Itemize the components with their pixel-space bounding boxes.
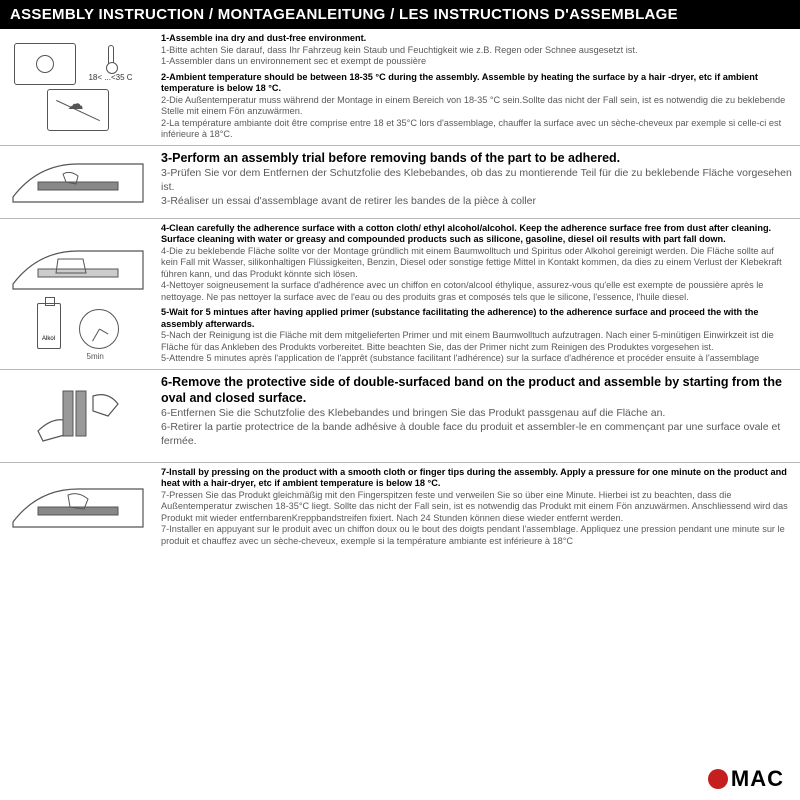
- step-text-fr: 2-La température ambiante doit être comp…: [161, 118, 781, 140]
- step-text-de: 1-Bitte achten Sie darauf, dass Ihr Fahr…: [161, 45, 638, 55]
- sill-trial-icon: [8, 152, 148, 212]
- bottle-icon: Alkol: [37, 303, 61, 349]
- text-cell: 4-Clean carefully the adherence surface …: [155, 219, 800, 369]
- sill-clean-icon: [8, 239, 148, 299]
- step-text-de: 5-Nach der Reinigung ist die Fläche mit …: [161, 330, 774, 352]
- step-text-en: 2-Ambient temperature should be between …: [161, 72, 758, 94]
- illustration-cell: [0, 146, 155, 218]
- clock-label: 5min: [87, 352, 104, 361]
- step-text-de: 4-Die zu beklebende Fläche sollte vor de…: [161, 246, 782, 279]
- temp-range-label: 18< ...<35 C: [88, 73, 132, 82]
- sun-icon: [14, 43, 76, 85]
- brand-logo: MAC: [708, 766, 784, 792]
- instruction-row: Alkol 5min 4-Clean carefully the adheren…: [0, 219, 800, 370]
- logo-circle-icon: [708, 769, 728, 789]
- step-text-fr: 4-Nettoyer soigneusement la surface d'ad…: [161, 280, 763, 302]
- sill-press-icon: [8, 477, 148, 537]
- step-text-en: 6-Remove the protective side of double-s…: [161, 375, 782, 405]
- step-text-en: 3-Perform an assembly trial before remov…: [161, 151, 620, 165]
- logo-text: MAC: [731, 766, 784, 792]
- step-text-fr: 5-Attendre 5 minutes après l'application…: [161, 353, 759, 363]
- step-text-fr: 6-Retirer la partie protectrice de la ba…: [161, 421, 780, 447]
- step-text-de: 3-Prüfen Sie vor dem Entfernen der Schut…: [161, 167, 792, 193]
- footer: MAC: [0, 760, 800, 800]
- step-text-fr: 7-Installer en appuyant sur le produit a…: [161, 524, 785, 546]
- step-text-fr: 3-Réaliser un essai d'assemblage avant d…: [161, 195, 536, 207]
- instruction-row: 7-Install by pressing on the product wit…: [0, 463, 800, 552]
- step-text-en: 5-Wait for 5 mintues after having applie…: [161, 307, 758, 329]
- header-title: ASSEMBLY INSTRUCTION / MONTAGEANLEITUNG …: [10, 6, 678, 23]
- step-text-en: 4-Clean carefully the adherence surface …: [161, 223, 771, 245]
- instruction-row: 18< ...<35 C 1-Assemble ina dry and dust…: [0, 29, 800, 146]
- text-cell: 3-Perform an assembly trial before remov…: [155, 146, 800, 218]
- step-text-en: 1-Assemble ina dry and dust-free environ…: [161, 33, 366, 43]
- instruction-rows: 18< ...<35 C 1-Assemble ina dry and dust…: [0, 29, 800, 760]
- bottle-label: Alkol: [42, 336, 55, 342]
- step-text-de: 7-Pressen Sie das Produkt gleichmäßig mi…: [161, 490, 788, 523]
- text-cell: 1-Assemble ina dry and dust-free environ…: [155, 29, 800, 145]
- step-text-de: 6-Entfernen Sie die Schutzfolie des Kleb…: [161, 407, 665, 419]
- illustration-cell: Alkol 5min: [0, 219, 155, 369]
- text-cell: 7-Install by pressing on the product wit…: [155, 463, 800, 552]
- step-text-fr: 1-Assembler dans un environnement sec et…: [161, 56, 426, 66]
- header-bar: ASSEMBLY INSTRUCTION / MONTAGEANLEITUNG …: [0, 0, 800, 29]
- step-text-de: 2-Die Außentemperatur muss während der M…: [161, 95, 785, 117]
- thermometer-icon: 18< ...<35 C: [80, 43, 142, 85]
- no-rain-icon: [47, 89, 109, 131]
- illustration-cell: [0, 463, 155, 552]
- instruction-row: 3-Perform an assembly trial before remov…: [0, 146, 800, 219]
- illustration-cell: [0, 370, 155, 462]
- step-text-en: 7-Install by pressing on the product wit…: [161, 467, 787, 489]
- instruction-row: 6-Remove the protective side of double-s…: [0, 370, 800, 463]
- clock-icon: [79, 309, 119, 349]
- text-cell: 6-Remove the protective side of double-s…: [155, 370, 800, 462]
- bottle-clock-icon: Alkol 5min: [8, 303, 148, 349]
- remove-tape-icon: [8, 376, 148, 456]
- illustration-cell: 18< ...<35 C: [0, 29, 155, 145]
